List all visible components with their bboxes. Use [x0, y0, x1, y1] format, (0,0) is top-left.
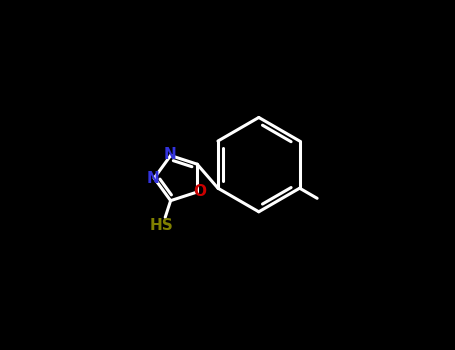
Text: N: N [146, 170, 159, 186]
Text: O: O [193, 184, 206, 199]
Text: HS: HS [149, 218, 173, 233]
Text: N: N [164, 147, 177, 162]
